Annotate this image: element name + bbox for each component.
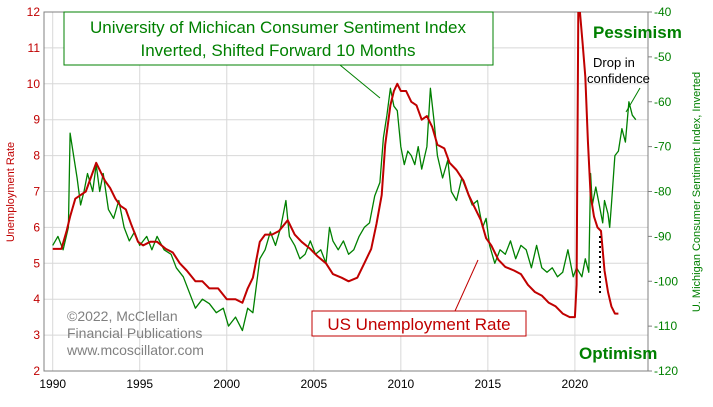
- left-tick-label: 7: [33, 185, 40, 199]
- left-tick-label: 11: [28, 41, 41, 55]
- right-tick-label: -60: [654, 95, 672, 109]
- x-tick-label: 2010: [387, 377, 414, 391]
- left-tick-label: 10: [27, 77, 41, 91]
- drop-annotation-line-2: confidence: [587, 71, 650, 86]
- right-tick-label: -100: [654, 274, 678, 288]
- right-tick-label: -50: [654, 50, 672, 64]
- unemployment-pointer-line: [454, 259, 479, 312]
- right-tick-label: -80: [654, 185, 672, 199]
- right-tick-label: -120: [654, 364, 678, 378]
- title-line-2: Inverted, Shifted Forward 10 Months: [141, 41, 416, 60]
- right-tick-label: -40: [654, 5, 672, 19]
- title-box: [63, 11, 494, 66]
- x-tick-label: 2000: [213, 377, 240, 391]
- left-tick-label: 8: [33, 149, 40, 163]
- copyright-line-3: www.mcoscillator.com: [66, 342, 204, 358]
- x-tick-label: 2015: [475, 377, 502, 391]
- unemployment-series-label: US Unemployment Rate: [327, 315, 510, 334]
- left-tick-label: 9: [33, 113, 40, 127]
- right-axis-ticks: -40 -50 -60 -70 -80 -90 -100 -110 -120: [648, 5, 678, 378]
- optimism-label: Optimism: [579, 344, 657, 363]
- left-tick-label: 6: [33, 220, 40, 234]
- right-tick-label: -70: [654, 140, 672, 154]
- left-tick-label: 5: [33, 256, 40, 270]
- x-tick-label: 2005: [300, 377, 327, 391]
- x-tick-label: 1995: [126, 377, 153, 391]
- series-layer: [52, 12, 637, 332]
- left-axis-ticks: 2 3 4 5 6 7 8 9 10 11 12: [27, 5, 41, 378]
- pessimism-label: Pessimism: [593, 23, 682, 42]
- x-axis-ticks: 1990 1995 2000 2005 2010 2015 2020: [39, 377, 588, 391]
- drop-annotation-line-1: Drop in: [593, 55, 635, 70]
- title-line-1: University of Michican Consumer Sentimen…: [90, 18, 467, 37]
- unemployment-rate-line: [52, 12, 619, 319]
- x-tick-label: 2020: [562, 377, 589, 391]
- right-tick-label: -110: [654, 319, 677, 333]
- left-tick-label: 4: [33, 292, 40, 306]
- x-tick-label: 1990: [39, 377, 66, 391]
- consumer-sentiment-line: [52, 87, 637, 332]
- right-tick-label: -90: [654, 229, 672, 243]
- left-tick-label: 12: [27, 5, 41, 19]
- right-axis-label: U. Michigan Consumer Sentiment Index, In…: [691, 72, 703, 312]
- copyright-line-1: ©2022, McClellan: [67, 308, 178, 324]
- copyright-line-2: Financial Publications: [67, 325, 202, 341]
- left-tick-label: 2: [33, 364, 40, 378]
- left-tick-label: 3: [33, 328, 40, 342]
- unemployment-label-box: [311, 310, 527, 337]
- left-axis-label: Unemployment Rate: [5, 142, 17, 242]
- drop-pointer-line: [625, 87, 641, 113]
- title-pointer-line: [339, 64, 381, 99]
